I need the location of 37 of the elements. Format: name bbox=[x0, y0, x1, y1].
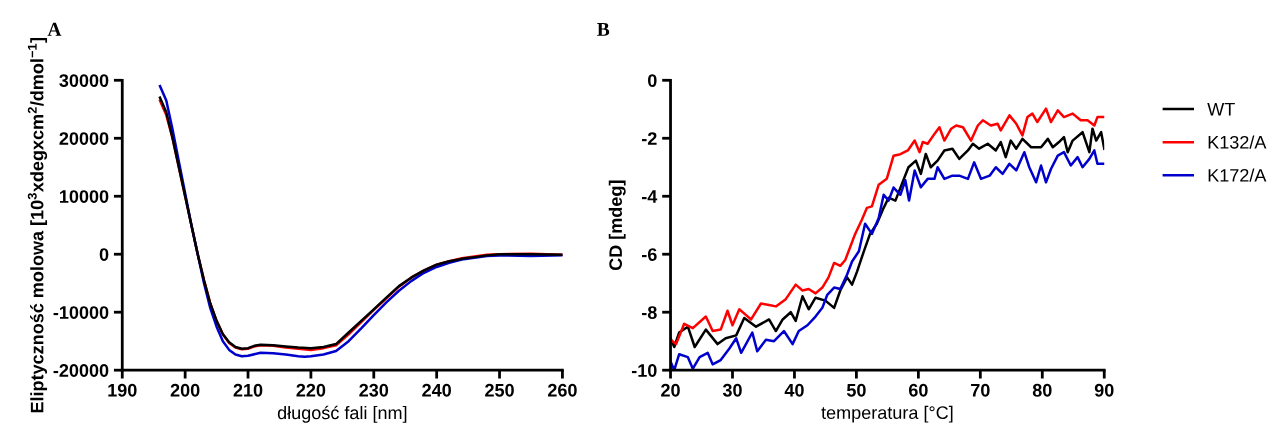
y-tick-label: -10000 bbox=[53, 306, 109, 319]
legend-label: K172/A bbox=[1208, 168, 1267, 182]
x-tick-label: 40 bbox=[784, 383, 804, 397]
y-tick-label: 0 bbox=[648, 74, 657, 87]
y-tick-label: -10 bbox=[631, 364, 657, 377]
chart-title: B bbox=[597, 22, 610, 36]
x-tick-label: 200 bbox=[170, 383, 200, 397]
y-tick-label: 0 bbox=[99, 248, 109, 261]
x-axis-title: temperatura [°C] bbox=[821, 405, 953, 423]
x-tick-label: 220 bbox=[296, 383, 326, 397]
x-tick-label: 190 bbox=[108, 383, 137, 397]
x-tick-label: 50 bbox=[846, 383, 866, 397]
x-tick-label: 20 bbox=[661, 383, 680, 397]
y-tick-label: -4 bbox=[641, 190, 658, 203]
y-tick-label: -6 bbox=[641, 248, 657, 261]
y-tick-label: -20000 bbox=[53, 364, 109, 377]
y-axis-title: Eliptyczność molowa [10$^{3}$xdegxcm$^{2}$/dmol$^{−1}$] bbox=[27, 38, 48, 413]
chart-title: A bbox=[47, 22, 62, 36]
x-tick-label: 80 bbox=[1032, 383, 1052, 397]
y-tick-label: 20000 bbox=[59, 132, 109, 145]
y-tick-label: -8 bbox=[641, 306, 657, 319]
x-tick-label: 30 bbox=[722, 383, 742, 397]
x-tick-label: 70 bbox=[971, 383, 990, 397]
legend-label: K132/A bbox=[1208, 135, 1267, 149]
x-tick-label: 60 bbox=[908, 383, 928, 397]
x-tick-label: 210 bbox=[233, 383, 263, 397]
x-tick-label: 240 bbox=[422, 383, 451, 397]
x-tick-label: 90 bbox=[1094, 383, 1114, 397]
x-tick-label: 230 bbox=[359, 383, 389, 397]
x-tick-label: 250 bbox=[485, 383, 514, 397]
y-tick-label: -2 bbox=[641, 132, 657, 145]
y-tick-label: 10000 bbox=[60, 190, 109, 203]
x-axis-title: długość fali [nm] bbox=[277, 405, 407, 423]
y-axis-title: CD [mdeg] bbox=[608, 180, 626, 271]
legend-label: WT bbox=[1207, 102, 1235, 116]
y-tick-label: 30000 bbox=[59, 74, 109, 88]
x-tick-label: 260 bbox=[547, 383, 577, 397]
